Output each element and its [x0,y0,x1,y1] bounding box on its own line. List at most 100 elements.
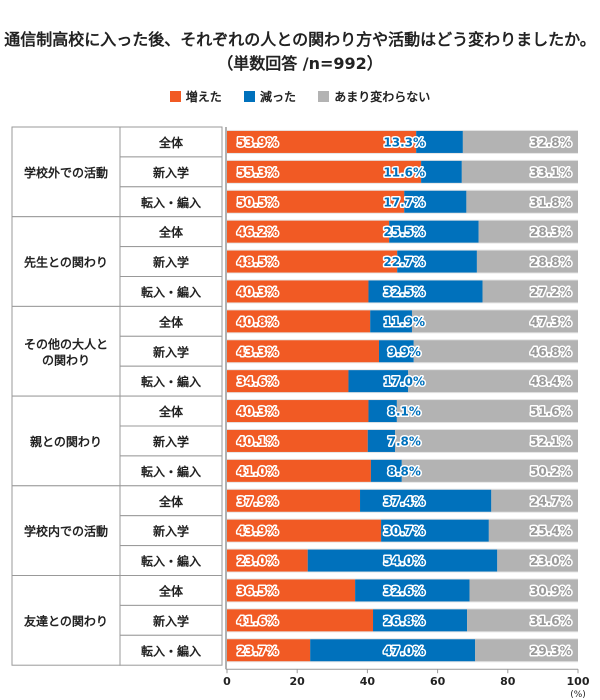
bar-segment [227,489,361,512]
group-label: 先生との関わり [24,255,108,270]
data-label: 23.0% [530,554,572,568]
bar-segment [370,459,402,482]
data-label: 30.7% [383,524,425,538]
row-label: 全体 [158,135,184,150]
row-label: 新入学 [153,165,189,180]
row-label: 新入学 [153,344,189,359]
data-label: 37.9% [237,494,279,508]
bar-segment [227,400,369,423]
row-cell [119,395,223,427]
x-tick-label: 80 [500,675,516,688]
group-cell [11,395,121,487]
bar-segment [461,160,578,183]
bar-segment [475,639,578,662]
row-cell [119,126,223,158]
data-label: 40.3% [237,405,279,419]
legend-item-decreased: 減った [243,88,296,105]
data-label: 50.2% [530,464,572,478]
x-tick-label: 0 [223,675,231,688]
row-label: 新入学 [153,524,189,539]
data-label: 32.8% [530,135,572,149]
data-label: 41.0% [237,464,279,478]
data-label: 36.5% [237,584,279,598]
bar-segment [310,639,476,662]
data-label: 48.4% [530,375,572,389]
row-label: 全体 [158,225,184,240]
bar-segment [370,310,412,333]
data-label: 37.4% [383,494,425,508]
data-label: 34.6% [237,375,279,389]
bar-segment [397,250,477,273]
bar-segment [367,429,396,452]
x-tick-label: 20 [290,675,306,688]
bar-segment [396,400,578,423]
legend-swatch [243,91,255,102]
bar-segment [227,519,382,542]
row-cell [119,634,223,666]
group-label: その他の大人と [24,336,108,351]
group-label: 学校外での活動 [24,165,108,180]
data-label: 11.9% [383,315,425,329]
row-cell [119,365,223,397]
bar-segment [348,370,409,393]
data-label: 8.1% [388,405,421,419]
data-label: 23.7% [237,644,279,658]
bar-segment [491,489,578,512]
row-cell [119,246,223,278]
bar-segment [227,190,405,213]
data-label: 43.3% [237,345,279,359]
data-label: 8.8% [388,464,421,478]
row-label: 新入学 [153,613,189,628]
data-label: 17.0% [383,375,425,389]
row-label: 転入・編入 [141,195,201,210]
bar-segment [227,579,356,602]
row-cell [119,545,223,576]
row-label: 全体 [158,494,184,509]
bar-segment [421,160,462,183]
row-cell [119,276,223,307]
bar-segment [413,340,578,363]
bar-segment [227,639,311,662]
legend-label: 減った [259,90,296,104]
bar-segment [227,429,368,452]
x-tick-label: 100 [567,675,590,688]
row-label: 転入・編入 [141,464,201,479]
data-label: 24.7% [530,494,572,508]
data-label: 25.5% [383,225,425,239]
row-cell [119,425,223,457]
data-label: 11.6% [383,165,425,179]
bar-segment [466,190,578,213]
bar-segment [227,340,379,363]
row-cell [119,335,223,367]
bar-segment [227,250,398,273]
row-label: 転入・編入 [141,643,201,658]
x-tick-label: 40 [360,675,376,688]
row-cell [119,604,223,636]
group-cell [11,575,121,666]
bar-segment [373,609,468,632]
legend-swatch [318,91,330,102]
row-cell [119,305,223,337]
data-label: 46.2% [237,225,279,239]
bar-segment [378,340,414,363]
bar-segment [227,609,374,632]
bar-segment [467,609,578,632]
bar-segment [411,310,578,333]
group-cell [11,305,121,397]
bar-segment [488,519,578,542]
bar-segment [227,220,390,243]
row-label: 新入学 [153,255,189,270]
legend-label: 増えた [185,90,222,104]
data-label: 30.9% [530,584,572,598]
data-label: 29.3% [530,644,572,658]
data-label: 54.0% [383,554,425,568]
row-label: 転入・編入 [141,554,201,569]
bar-segment [227,160,422,183]
data-label: 28.8% [530,255,572,269]
data-label: 28.3% [530,225,572,239]
bar-segment [227,310,371,333]
bar-segment [227,549,308,572]
data-label: 33.1% [530,165,572,179]
bar-segment [401,459,578,482]
